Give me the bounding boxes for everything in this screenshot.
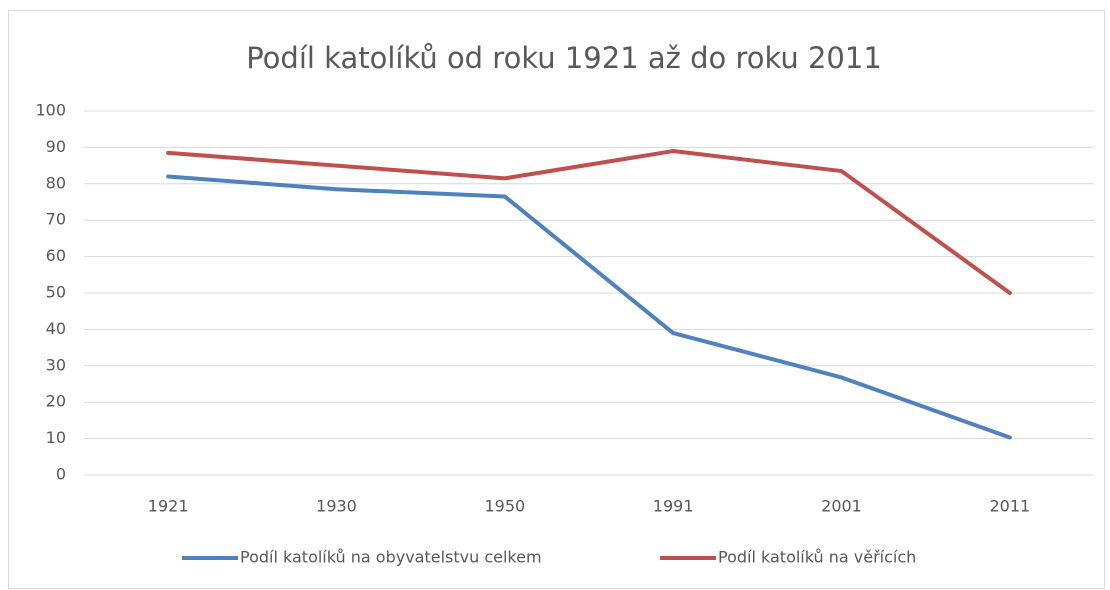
y-tick-label: 80	[46, 173, 66, 192]
chart-title: Podíl katolíků od roku 1921 až do roku 2…	[246, 41, 882, 75]
y-tick-label: 30	[46, 355, 66, 374]
y-tick-label: 50	[46, 283, 66, 302]
x-tick-label: 2011	[989, 497, 1030, 516]
y-tick-label: 0	[56, 465, 66, 484]
x-tick-label: 1950	[484, 497, 525, 516]
y-tick-label: 60	[46, 246, 66, 265]
series-line	[166, 174, 1012, 440]
y-tick-label: 100	[35, 101, 66, 120]
y-tick-label: 70	[46, 210, 66, 229]
series-line	[166, 149, 1012, 295]
x-tick-label: 2001	[821, 497, 862, 516]
y-tick-label: 90	[46, 137, 66, 156]
y-tick-label: 40	[46, 319, 66, 338]
chart-frame	[8, 10, 1105, 589]
x-tick-label: 1930	[316, 497, 357, 516]
y-tick-label: 20	[46, 392, 66, 411]
x-tick-label: 1991	[653, 497, 694, 516]
x-tick-label: 1921	[148, 497, 189, 516]
legend-label: Podíl katolíků na věřících	[718, 548, 916, 567]
legend-label: Podíl katolíků na obyvatelstvu celkem	[240, 548, 542, 567]
y-tick-label: 10	[46, 428, 66, 447]
